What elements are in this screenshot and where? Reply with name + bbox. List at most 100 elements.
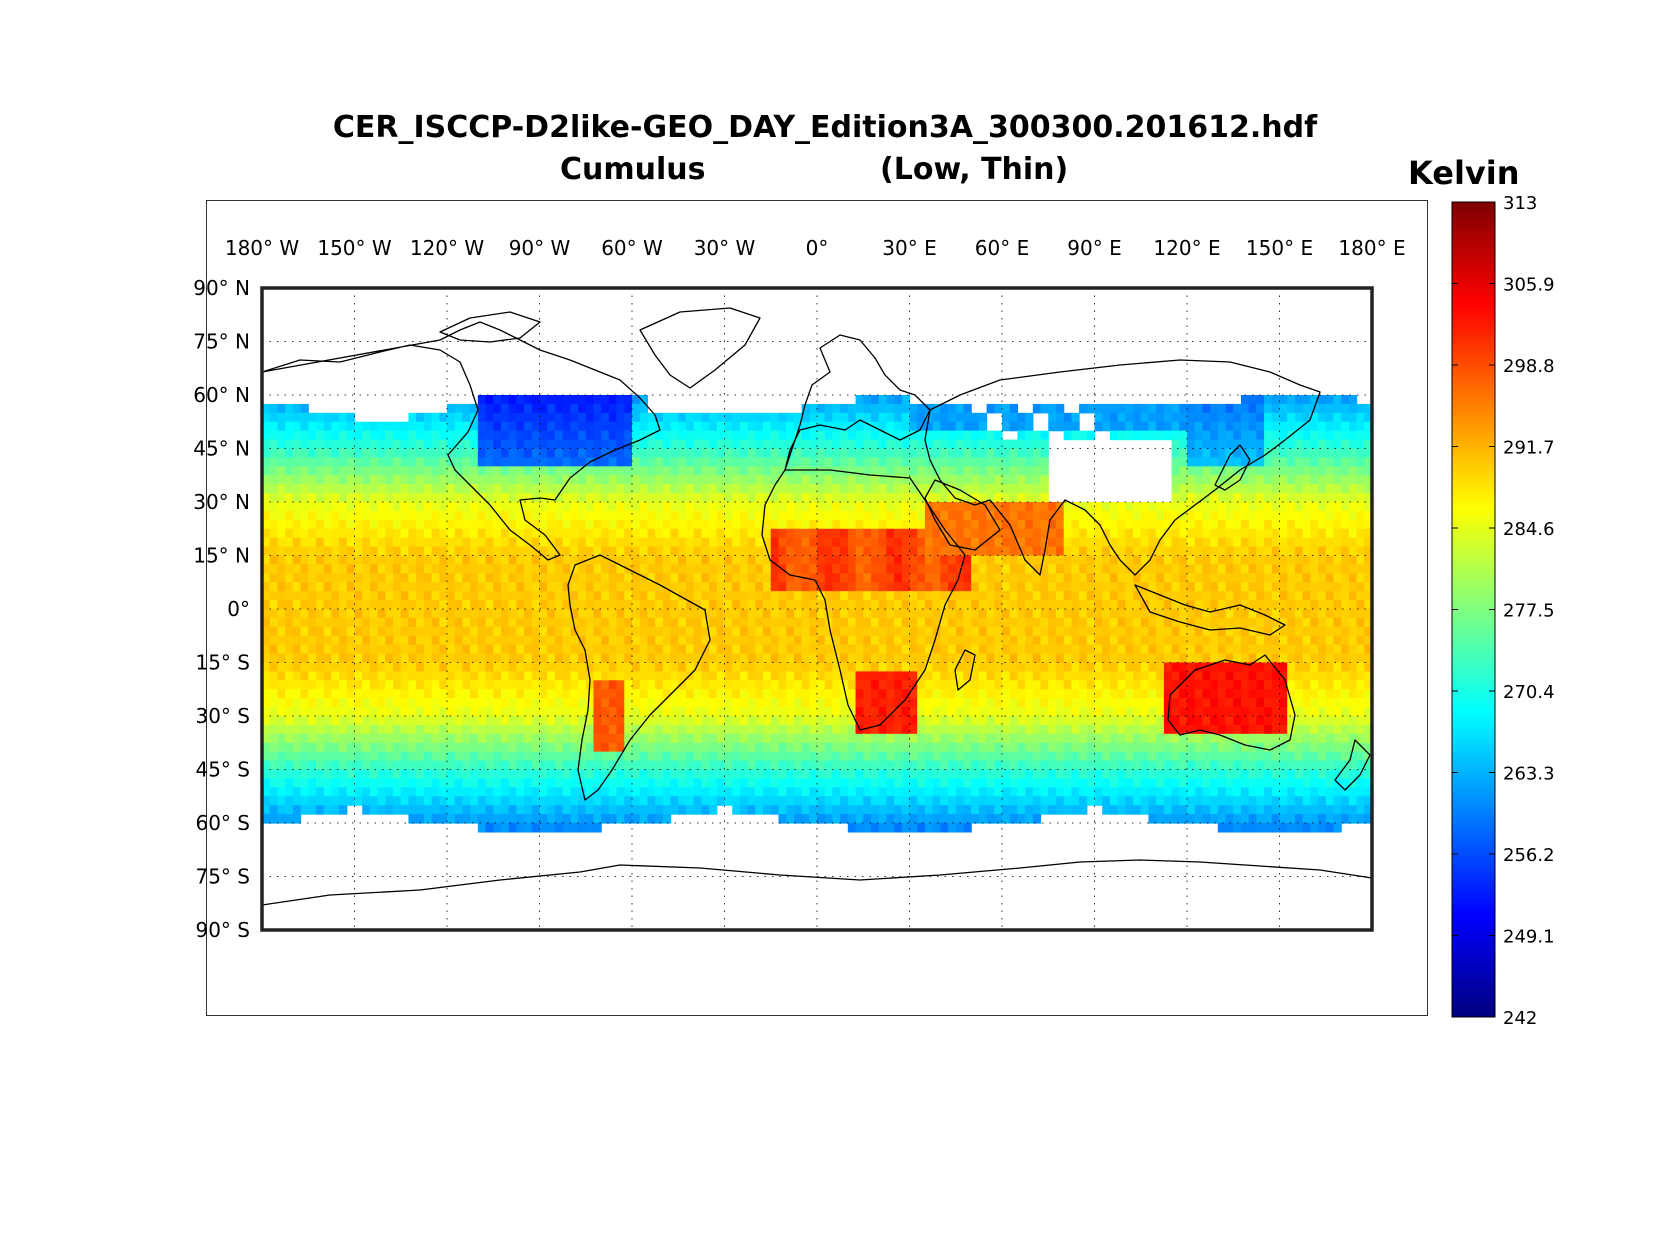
field-cell	[886, 403, 895, 414]
field-cell	[346, 430, 356, 441]
field-cell	[531, 466, 541, 476]
field-cell	[847, 475, 857, 485]
field-cell	[262, 457, 271, 467]
field-cell	[1294, 680, 1304, 690]
field-cell	[1156, 609, 1165, 619]
field-cell	[1187, 537, 1196, 548]
field-cell	[616, 528, 625, 539]
field-cell	[1333, 502, 1342, 512]
field-cell	[300, 484, 309, 494]
field-cell	[1048, 582, 1057, 592]
field-cell	[685, 519, 695, 530]
field-cell	[639, 582, 649, 592]
field-cell	[1202, 555, 1211, 566]
field-cell	[593, 395, 602, 405]
field-cell	[870, 635, 880, 646]
field-cell	[1048, 555, 1057, 566]
field-cell	[1171, 635, 1180, 646]
field-cell	[1017, 698, 1026, 708]
field-cell	[516, 653, 525, 664]
field-cell	[493, 680, 502, 690]
field-cell	[362, 716, 371, 726]
field-cell	[1264, 626, 1273, 637]
field-cell	[1302, 644, 1311, 655]
field-cell	[778, 528, 787, 539]
field-cell	[770, 707, 780, 717]
field-cell	[1240, 653, 1250, 664]
field-cell	[439, 680, 448, 690]
field-cell	[724, 573, 733, 583]
field-cell	[955, 662, 965, 673]
field-cell	[709, 484, 718, 494]
field-cell	[809, 528, 818, 539]
field-cell	[709, 573, 718, 583]
field-cell	[662, 573, 672, 583]
field-cell	[601, 466, 610, 476]
field-cell	[948, 430, 957, 441]
field-cell	[739, 466, 749, 476]
field-cell	[1048, 609, 1057, 619]
field-cell	[870, 484, 880, 494]
field-cell	[508, 403, 517, 414]
field-cell	[647, 635, 656, 646]
field-cell	[1179, 537, 1188, 548]
chart-subtitle-left: Cumulus	[560, 152, 706, 187]
field-cell	[716, 716, 726, 726]
field-cell	[917, 475, 926, 485]
field-cell	[500, 573, 510, 583]
field-cell	[632, 564, 641, 574]
field-cell	[1032, 644, 1042, 655]
field-cell	[732, 644, 741, 655]
field-cell	[1294, 707, 1304, 717]
field-cell	[716, 653, 726, 664]
field-cell	[585, 573, 595, 583]
field-cell	[986, 609, 995, 619]
field-cell	[1240, 510, 1250, 521]
field-cell	[701, 626, 710, 637]
field-cell	[1279, 555, 1288, 566]
field-cell	[393, 671, 402, 681]
field-cell	[1348, 484, 1358, 494]
field-cell	[339, 716, 348, 726]
field-cell	[331, 662, 340, 673]
field-cell	[477, 707, 487, 717]
field-cell	[454, 537, 464, 548]
field-cell	[1248, 555, 1257, 566]
field-cell	[500, 635, 510, 646]
field-cell	[732, 591, 741, 601]
field-cell	[377, 600, 386, 610]
field-cell	[847, 421, 857, 432]
field-cell	[308, 591, 317, 601]
field-cell	[801, 475, 810, 485]
field-cell	[778, 680, 787, 690]
field-cell	[801, 635, 810, 646]
field-cell	[878, 716, 887, 726]
field-cell	[323, 591, 332, 601]
field-cell	[331, 573, 340, 583]
field-cell	[1125, 689, 1134, 699]
field-cell	[863, 395, 872, 405]
field-cell	[354, 475, 363, 485]
field-cell	[994, 510, 1003, 521]
field-cell	[678, 510, 687, 521]
field-cell	[1194, 707, 1204, 717]
field-cell	[262, 644, 271, 655]
field-cell	[393, 537, 402, 548]
field-cell	[1194, 573, 1204, 583]
field-cell	[585, 412, 595, 423]
field-cell	[408, 564, 417, 574]
field-cell	[971, 457, 980, 467]
field-cell	[308, 564, 317, 574]
field-cell	[416, 466, 425, 476]
field-cell	[1240, 484, 1250, 494]
field-cell	[1356, 555, 1365, 566]
field-cell	[1341, 519, 1350, 530]
field-cell	[377, 430, 386, 441]
field-cell	[547, 546, 556, 557]
field-cell	[755, 439, 764, 450]
field-cell	[423, 653, 433, 664]
field-cell	[508, 510, 517, 521]
field-cell	[462, 689, 471, 699]
field-cell	[1341, 412, 1350, 423]
field-cell	[763, 475, 772, 485]
